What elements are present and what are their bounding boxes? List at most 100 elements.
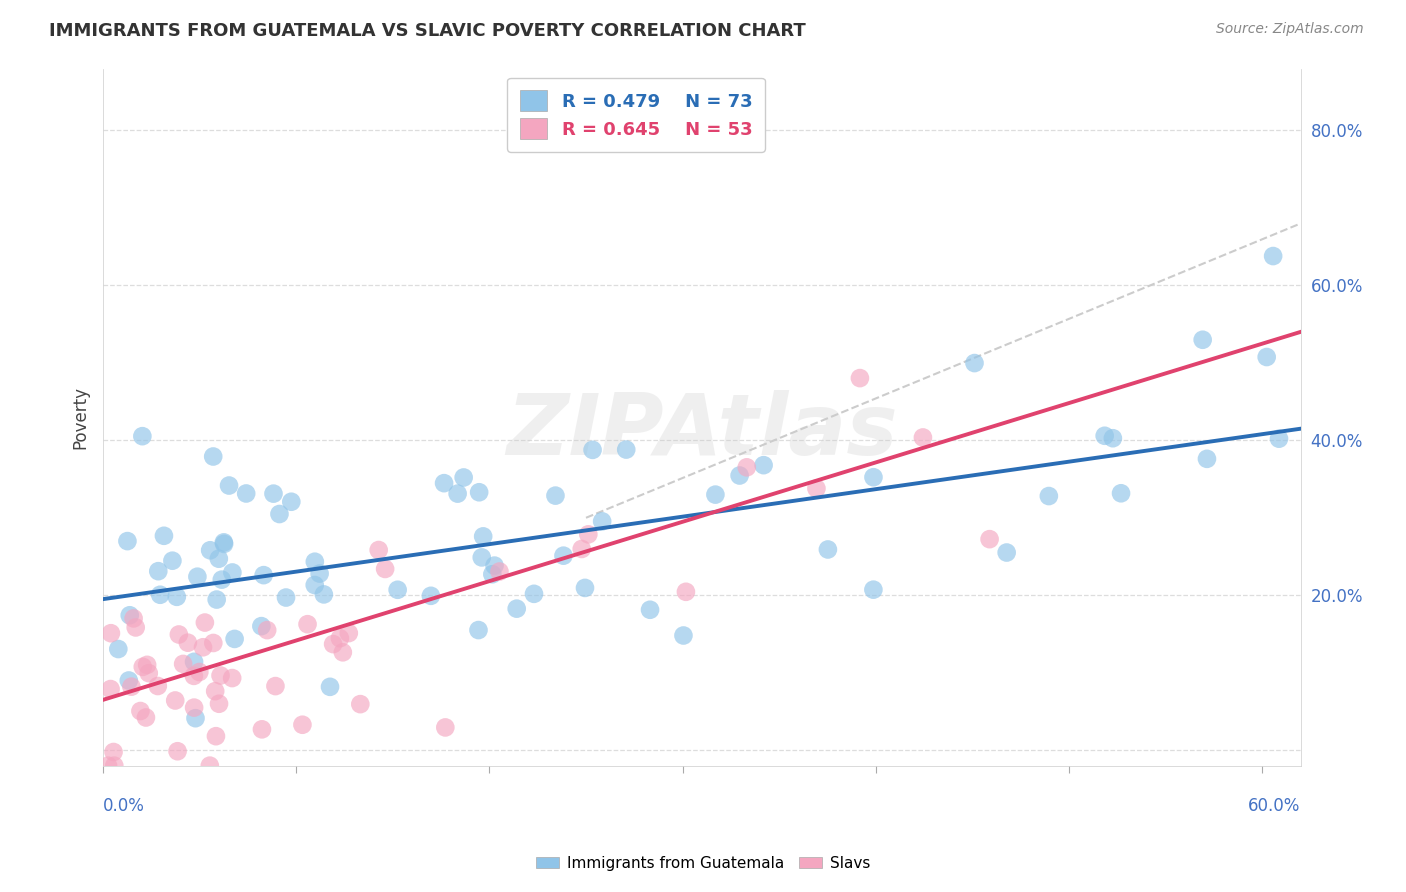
Point <box>120 680 142 694</box>
Point <box>849 371 872 385</box>
Point <box>911 430 934 444</box>
Point <box>322 637 344 651</box>
Point <box>312 587 335 601</box>
Point <box>188 665 211 679</box>
Point <box>224 632 246 646</box>
Point <box>638 603 661 617</box>
Point <box>107 642 129 657</box>
Point <box>103 758 125 772</box>
Point <box>117 534 139 549</box>
Point <box>367 543 389 558</box>
Point <box>118 673 141 688</box>
Point <box>434 721 457 735</box>
Text: 0.0%: 0.0% <box>103 797 145 815</box>
Point <box>100 626 122 640</box>
Legend: Immigrants from Guatemala, Slavs: Immigrants from Guatemala, Slavs <box>530 850 876 877</box>
Point <box>728 468 751 483</box>
Point <box>1256 350 1278 364</box>
Point <box>122 611 145 625</box>
Point <box>1191 333 1213 347</box>
Point <box>125 620 148 634</box>
Point <box>198 758 221 772</box>
Point <box>250 723 273 737</box>
Point <box>806 482 828 496</box>
Point <box>862 470 884 484</box>
Point <box>183 700 205 714</box>
Point <box>274 591 297 605</box>
Point <box>349 697 371 711</box>
Point <box>191 640 214 655</box>
Point <box>1263 249 1285 263</box>
Point <box>308 566 330 581</box>
Point <box>332 645 354 659</box>
Point <box>735 460 758 475</box>
Point <box>297 617 319 632</box>
Point <box>205 729 228 743</box>
Point <box>387 582 409 597</box>
Point <box>208 551 231 566</box>
Point <box>100 681 122 696</box>
Point <box>614 442 637 457</box>
Point <box>146 679 169 693</box>
Point <box>1195 451 1218 466</box>
Point <box>103 745 125 759</box>
Y-axis label: Poverty: Poverty <box>72 385 89 449</box>
Point <box>591 514 613 528</box>
Point <box>675 584 697 599</box>
Point <box>212 535 235 549</box>
Point <box>979 532 1001 546</box>
Point <box>581 442 603 457</box>
Point <box>419 589 441 603</box>
Point <box>166 744 188 758</box>
Text: Source: ZipAtlas.com: Source: ZipAtlas.com <box>1216 22 1364 37</box>
Point <box>149 588 172 602</box>
Point <box>205 592 228 607</box>
Point <box>280 495 302 509</box>
Point <box>672 628 695 642</box>
Text: ZIPAtlas: ZIPAtlas <box>506 390 897 473</box>
Point <box>177 636 200 650</box>
Point <box>202 450 225 464</box>
Point <box>204 684 226 698</box>
Point <box>553 549 575 563</box>
Point <box>118 608 141 623</box>
Point <box>184 711 207 725</box>
Text: IMMIGRANTS FROM GUATEMALA VS SLAVIC POVERTY CORRELATION CHART: IMMIGRANTS FROM GUATEMALA VS SLAVIC POVE… <box>49 22 806 40</box>
Point <box>704 488 727 502</box>
Point <box>250 619 273 633</box>
Point <box>337 626 360 640</box>
Point <box>183 669 205 683</box>
Point <box>963 356 986 370</box>
Point <box>131 429 153 443</box>
Point <box>194 615 217 630</box>
Point <box>153 529 176 543</box>
Point <box>221 671 243 685</box>
Point <box>523 587 546 601</box>
Point <box>374 562 396 576</box>
Point <box>488 565 510 579</box>
Point <box>132 660 155 674</box>
Point <box>484 558 506 573</box>
Point <box>862 582 884 597</box>
Point <box>304 555 326 569</box>
Point <box>208 697 231 711</box>
Point <box>269 507 291 521</box>
Point <box>319 680 342 694</box>
Point <box>253 568 276 582</box>
Point <box>752 458 775 472</box>
Point <box>1109 486 1132 500</box>
Point <box>472 529 495 543</box>
Point <box>571 541 593 556</box>
Point <box>506 601 529 615</box>
Point <box>138 666 160 681</box>
Point <box>198 543 221 558</box>
Point <box>1094 429 1116 443</box>
Point <box>468 485 491 500</box>
Point <box>817 542 839 557</box>
Point <box>467 623 489 637</box>
Point <box>129 704 152 718</box>
Point <box>304 578 326 592</box>
Point <box>329 632 352 646</box>
Point <box>235 486 257 500</box>
Point <box>212 537 235 551</box>
